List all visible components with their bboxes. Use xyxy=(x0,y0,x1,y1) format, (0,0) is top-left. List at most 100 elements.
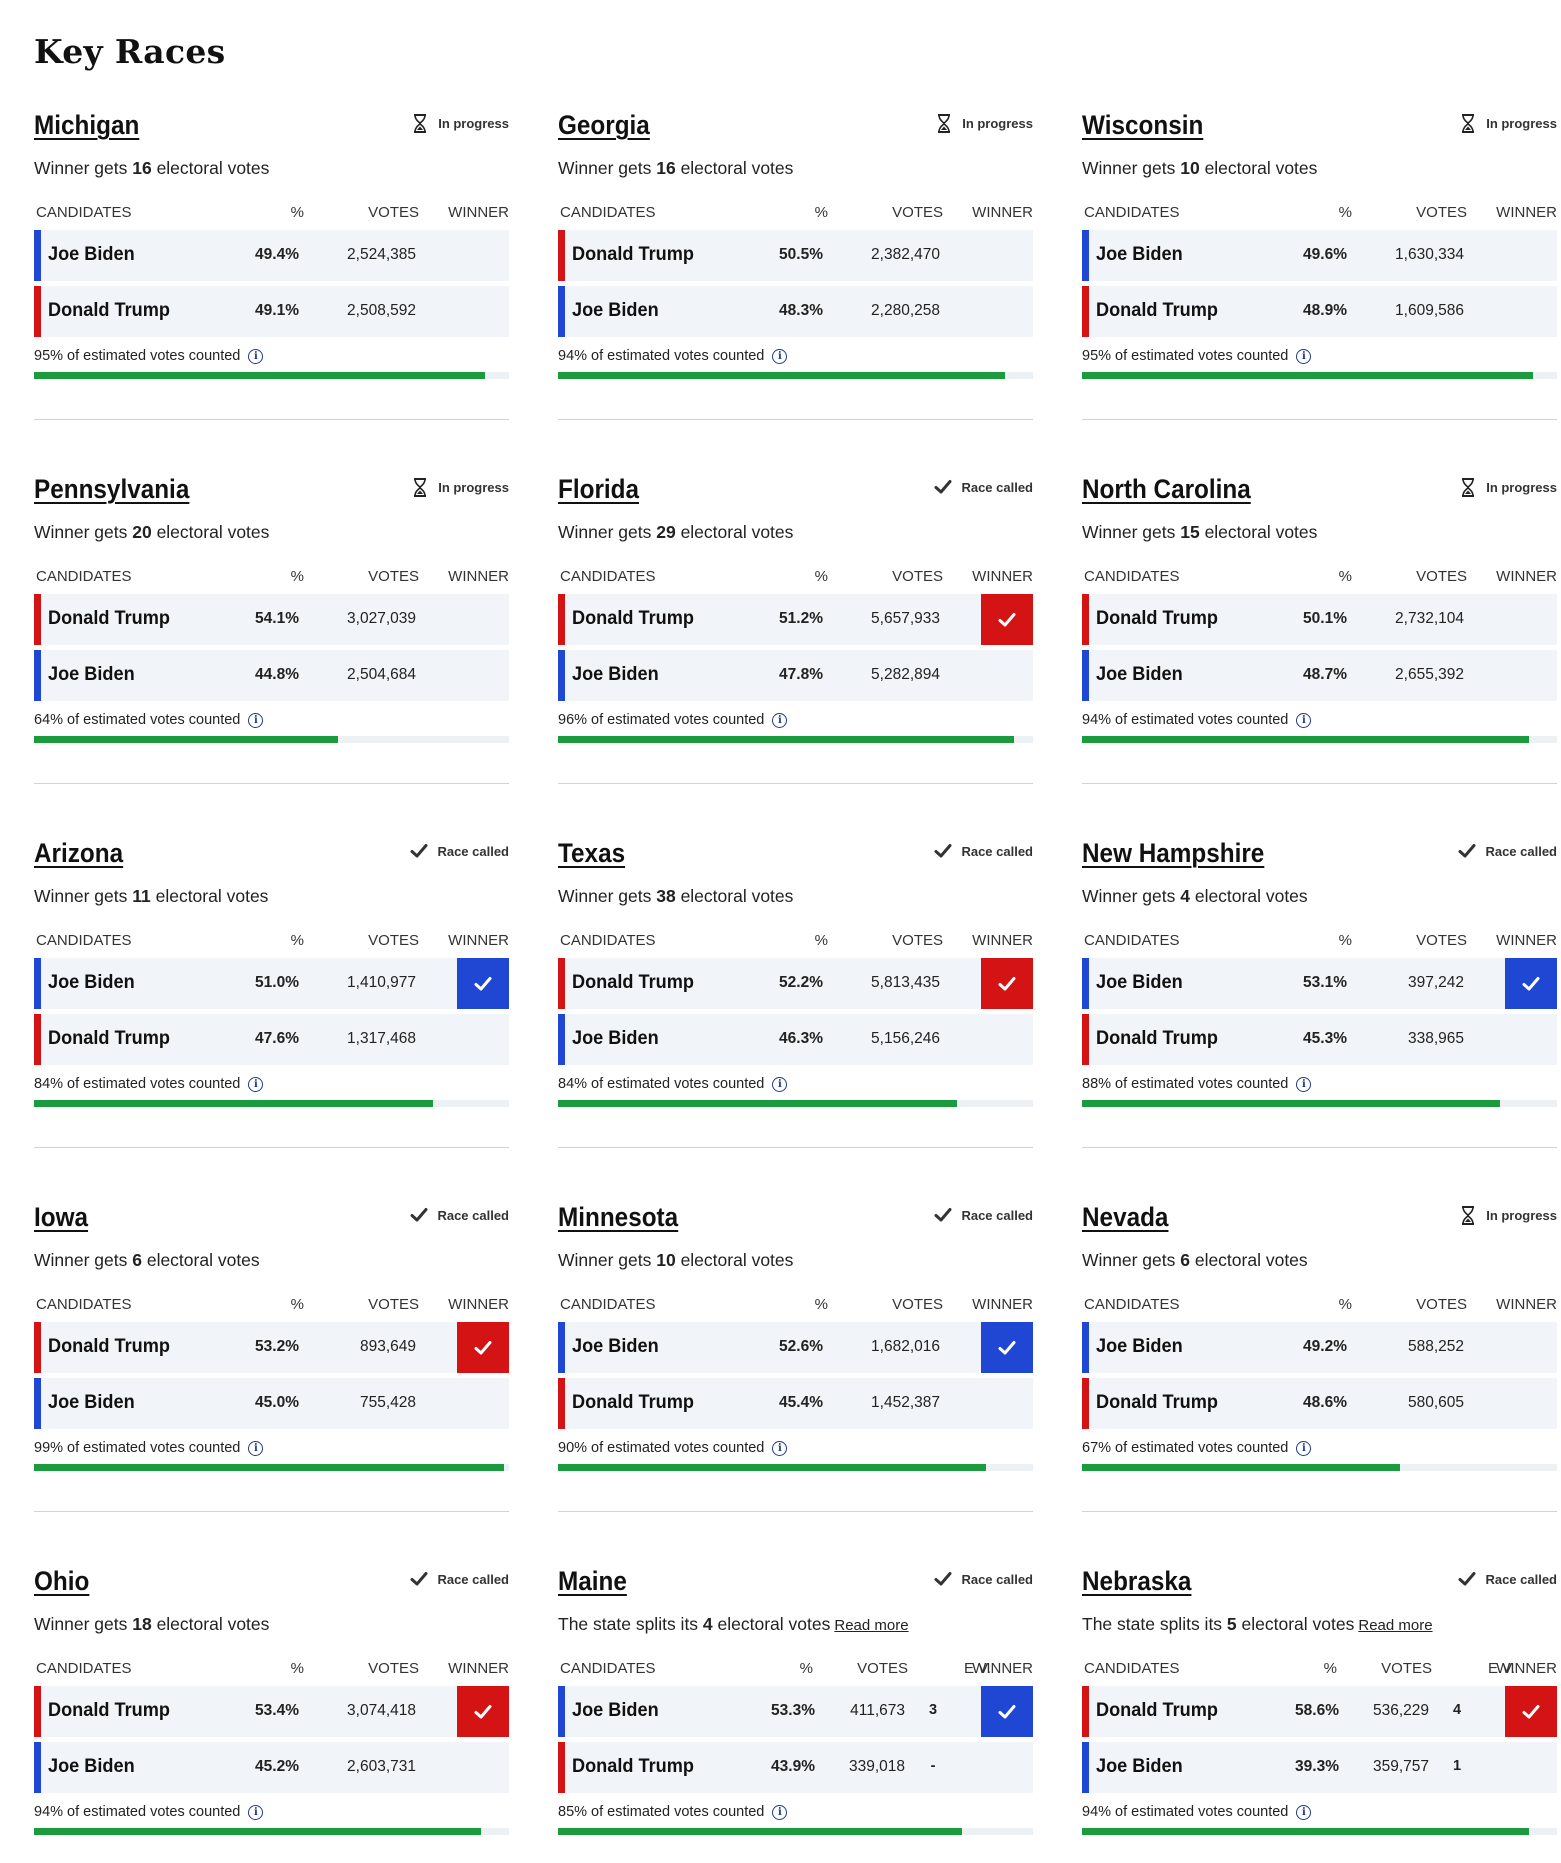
race-status: In progress xyxy=(411,476,509,498)
votes-counted-status: 99% of estimated votes counted i xyxy=(34,1440,264,1456)
candidate-percent: 47.8% xyxy=(779,666,823,683)
votes-counted-text: 95% of estimated votes counted xyxy=(34,348,240,364)
state-name-link[interactable]: Georgia xyxy=(558,110,650,140)
votes-counted-suffix: of estimated votes counted xyxy=(1111,1804,1289,1820)
votes-counted-status: 95% of estimated votes counted i xyxy=(34,348,264,364)
info-icon[interactable]: i xyxy=(248,1804,264,1820)
column-header-candidates: CANDIDATES xyxy=(560,932,656,949)
votes-counted-suffix: of estimated votes counted xyxy=(1111,1440,1289,1456)
candidate-row: Donald Trump 45.3% 338,965 xyxy=(1082,1014,1557,1065)
electoral-votes-count: 15 xyxy=(1180,522,1200,542)
state-name-link[interactable]: Texas xyxy=(558,838,626,868)
candidate-percent: 48.3% xyxy=(779,302,823,319)
race-status-label: Race called xyxy=(961,479,1033,495)
column-header-candidates: CANDIDATES xyxy=(560,204,656,221)
state-name-link[interactable]: New Hampshire xyxy=(1082,838,1265,868)
info-icon[interactable]: i xyxy=(1296,1076,1312,1092)
republican-party-bar xyxy=(558,1742,565,1793)
votes-counted-status: 94% of estimated votes counted i xyxy=(1082,712,1312,728)
electoral-votes-subtitle: Winner gets 38 electoral votes xyxy=(558,886,793,907)
electoral-votes-count: 6 xyxy=(132,1250,142,1270)
checkmark-icon xyxy=(1458,1569,1476,1589)
subtitle-suffix: electoral votes xyxy=(712,1614,831,1634)
info-icon[interactable]: i xyxy=(248,1440,264,1456)
column-header-votes: VOTES xyxy=(1416,932,1467,949)
state-name-link[interactable]: Michigan xyxy=(34,110,140,140)
column-header-votes: VOTES xyxy=(368,1660,419,1677)
candidate-row: Joe Biden 49.2% 588,252 xyxy=(1082,1322,1557,1373)
race-header: Nebraska Race called The state splits its … xyxy=(1082,1564,1557,1684)
column-header-votes: VOTES xyxy=(892,204,943,221)
votes-counted-status: 94% of estimated votes counted i xyxy=(34,1804,264,1820)
candidate-votes: 359,757 xyxy=(1372,1758,1429,1775)
candidate-votes: 536,229 xyxy=(1372,1702,1429,1719)
info-icon[interactable]: i xyxy=(772,712,788,728)
checkmark-icon xyxy=(410,1569,428,1589)
state-name-link[interactable]: Nevada xyxy=(1082,1202,1169,1232)
electoral-votes-subtitle: Winner gets 6 electoral votes xyxy=(1082,1250,1308,1271)
info-icon[interactable]: i xyxy=(1296,1804,1312,1820)
state-name-link[interactable]: Arizona xyxy=(34,838,124,868)
candidate-percent: 53.4% xyxy=(255,1702,299,1719)
info-icon[interactable]: i xyxy=(248,1076,264,1092)
electoral-votes-subtitle: Winner gets 29 electoral votes xyxy=(558,522,793,543)
electoral-votes-subtitle: Winner gets 16 electoral votes xyxy=(34,158,269,179)
state-name-link[interactable]: Maine xyxy=(558,1566,627,1596)
state-name-link[interactable]: Florida xyxy=(558,474,640,504)
votes-counted-percent: 95% xyxy=(34,348,64,364)
card-divider xyxy=(34,419,509,420)
state-name-link[interactable]: Minnesota xyxy=(558,1202,679,1232)
candidate-row: Donald Trump 48.9% 1,609,586 xyxy=(1082,286,1557,337)
state-name-link[interactable]: Iowa xyxy=(34,1202,89,1232)
state-name-link[interactable]: North Carolina xyxy=(1082,474,1251,504)
candidate-row: Joe Biden 51.0% 1,410,977 xyxy=(34,958,509,1009)
subtitle-suffix: electoral votes xyxy=(1189,886,1308,906)
candidate-row: Donald Trump 53.4% 3,074,418 xyxy=(34,1686,509,1737)
electoral-votes-count: 4 xyxy=(702,1614,713,1634)
info-icon[interactable]: i xyxy=(772,1440,788,1456)
subtitle-suffix: electoral votes xyxy=(1199,522,1318,542)
republican-party-bar xyxy=(1082,1014,1089,1065)
subtitle-prefix: Winner gets xyxy=(558,886,657,906)
info-icon[interactable]: i xyxy=(1296,712,1312,728)
read-more-link[interactable]: Read more xyxy=(834,1617,909,1634)
candidate-row: Joe Biden 49.4% 2,524,385 xyxy=(34,230,509,281)
candidate-votes: 1,682,016 xyxy=(871,1338,940,1355)
candidate-votes: 5,657,933 xyxy=(871,610,940,627)
page-title: Key Races xyxy=(34,32,226,71)
info-icon[interactable]: i xyxy=(248,712,264,728)
column-header-votes: VOTES xyxy=(368,932,419,949)
hourglass-icon xyxy=(1459,477,1477,497)
state-name-link[interactable]: Nebraska xyxy=(1082,1566,1192,1596)
info-icon[interactable]: i xyxy=(772,1804,788,1820)
info-icon[interactable]: i xyxy=(772,1076,788,1092)
votes-counted-progress-bar xyxy=(34,1828,509,1835)
candidate-votes: 755,428 xyxy=(359,1394,416,1411)
votes-counted-text: 99% of estimated votes counted xyxy=(34,1440,240,1456)
state-name-link[interactable]: Wisconsin xyxy=(1082,110,1204,140)
subtitle-prefix: Winner gets xyxy=(558,158,657,178)
state-name-link[interactable]: Ohio xyxy=(34,1566,90,1596)
info-icon[interactable]: i xyxy=(1296,348,1312,364)
winner-check-icon xyxy=(981,1686,1033,1737)
card-divider xyxy=(34,1147,509,1148)
column-header-winner: WINNER xyxy=(448,932,509,949)
read-more-link[interactable]: Read more xyxy=(1358,1617,1433,1634)
column-header-votes: VOTES xyxy=(1416,204,1467,221)
votes-counted-progress-bar xyxy=(558,1828,1033,1835)
race-status: In progress xyxy=(411,112,509,134)
info-icon[interactable]: i xyxy=(772,348,788,364)
info-icon[interactable]: i xyxy=(248,348,264,364)
column-header-candidates: CANDIDATES xyxy=(36,204,132,221)
candidate-row: Donald Trump 54.1% 3,027,039 xyxy=(34,594,509,645)
subtitle-suffix: electoral votes xyxy=(675,158,794,178)
votes-counted-progress-bar xyxy=(1082,736,1557,743)
subtitle-prefix: Winner gets xyxy=(558,522,657,542)
column-header-winner: WINNER xyxy=(448,204,509,221)
column-header-candidates: CANDIDATES xyxy=(560,1296,656,1313)
checkmark-icon xyxy=(934,1205,952,1225)
info-icon[interactable]: i xyxy=(1296,1440,1312,1456)
winner-check-icon xyxy=(457,1686,509,1737)
candidate-percent: 45.3% xyxy=(1303,1030,1347,1047)
state-name-link[interactable]: Pennsylvania xyxy=(34,474,190,504)
